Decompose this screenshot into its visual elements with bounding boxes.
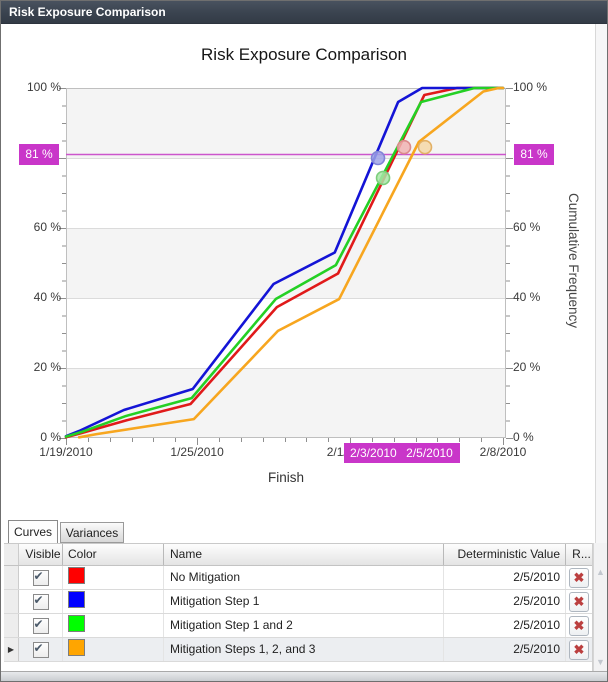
remove-cell: ✖	[566, 590, 592, 613]
axis-tick-label: 2/8/2010	[479, 445, 527, 459]
checkbox-check-icon: ✔	[33, 617, 44, 631]
curve-name-cell: No Mitigation	[164, 566, 444, 589]
header-remove[interactable]: R...	[572, 547, 591, 561]
tab-variances[interactable]: Variances	[60, 522, 124, 543]
remove-curve-button[interactable]: ✖	[569, 640, 589, 660]
visible-cell: ✔	[19, 590, 63, 613]
visible-cell: ✔	[19, 566, 63, 589]
axis-tick-label: 0 %	[513, 430, 534, 444]
visible-checkbox[interactable]: ✔	[32, 593, 49, 610]
curves-table: Visible Color Name Deterministic Value R…	[4, 543, 593, 671]
visible-checkbox[interactable]: ✔	[32, 641, 49, 658]
color-swatch	[68, 591, 85, 608]
x-axis-title: Finish	[267, 470, 304, 485]
table-header-row: Visible Color Name Deterministic Value R…	[4, 543, 592, 566]
checkbox-check-icon: ✔	[33, 569, 44, 583]
checkbox-check-icon: ✔	[33, 593, 44, 607]
visible-cell: ✔	[19, 614, 63, 637]
axis-tick-label: 100 %	[513, 80, 548, 94]
header-gutter	[4, 544, 19, 565]
vertical-scrollbar[interactable]: ▲ ▼	[593, 543, 607, 671]
scroll-up-icon[interactable]: ▲	[596, 567, 605, 577]
color-cell: Red	[63, 566, 164, 589]
visible-cell: ✔	[19, 638, 63, 661]
axis-tick-label: 100 %	[26, 80, 61, 94]
axis-tick-label: 0 %	[40, 430, 61, 444]
table-row[interactable]: ✔ #FF00FF00Mitigation Step 1 and 22/5/201…	[4, 614, 592, 638]
crosshair-date-label-1: 2/3/2010	[344, 443, 405, 463]
row-selector-cell[interactable]	[4, 566, 19, 589]
curve-name-cell: Mitigation Step 1	[164, 590, 444, 613]
y-axis-title: Cumulative Frequency	[566, 193, 581, 329]
scroll-down-icon[interactable]: ▼	[596, 657, 605, 667]
color-cell: #FF00FF00	[63, 614, 164, 637]
axis-tick-label: 20 %	[513, 360, 541, 374]
axis-tick-label: 60 %	[33, 220, 61, 234]
color-swatch	[68, 567, 85, 584]
curve-name-cell: Mitigation Step 1 and 2	[164, 614, 444, 637]
header-color[interactable]: Color	[63, 544, 164, 565]
axis-tick-label: 1/19/2010	[39, 445, 93, 459]
risk-curves-chart[interactable]	[26, 81, 566, 461]
axis-tick-label: 40 %	[513, 290, 541, 304]
curve-marker[interactable]	[370, 150, 386, 166]
remove-cell: ✖	[566, 566, 592, 589]
tab-curves[interactable]: Curves	[8, 520, 58, 544]
header-visible[interactable]: Visible	[19, 544, 63, 565]
header-deterministic-value[interactable]: Deterministic Value	[444, 544, 566, 565]
row-selector-cell[interactable]: ▶	[4, 638, 19, 661]
row-selector-icon: ▶	[7, 645, 15, 654]
curve-marker[interactable]	[396, 139, 412, 155]
deterministic-value-cell: 2/5/2010	[444, 590, 566, 613]
crosshair-percent-label-left: 81 %	[19, 144, 59, 165]
axis-tick-label: 40 %	[33, 290, 61, 304]
right-scroll-gutter	[595, 24, 607, 543]
window-bottom-edge	[1, 671, 607, 681]
curve-name-cell: Mitigation Steps 1, 2, and 3	[164, 638, 444, 661]
chart-title: Risk Exposure Comparison	[201, 45, 407, 64]
window-title: Risk Exposure Comparison	[9, 5, 166, 19]
remove-curve-button[interactable]: ✖	[569, 592, 589, 612]
header-name[interactable]: Name	[164, 544, 444, 565]
table-row[interactable]: ✔ BlueMitigation Step 12/5/2010✖	[4, 590, 592, 614]
curve-marker[interactable]	[375, 170, 391, 186]
remove-curve-button[interactable]: ✖	[569, 616, 589, 636]
row-selector-cell[interactable]	[4, 590, 19, 613]
window-titlebar[interactable]: Risk Exposure Comparison	[1, 1, 607, 24]
color-swatch	[68, 615, 85, 632]
curve-marker[interactable]	[417, 139, 433, 155]
remove-cell: ✖	[566, 614, 592, 637]
deterministic-value-cell: 2/5/2010	[444, 614, 566, 637]
remove-cell: ✖	[566, 638, 592, 661]
color-cell: Blue	[63, 590, 164, 613]
remove-curve-button[interactable]: ✖	[569, 568, 589, 588]
row-selector-cell[interactable]	[4, 614, 19, 637]
axis-tick-label: 1/25/2010	[170, 445, 224, 459]
color-swatch	[68, 639, 85, 656]
visible-checkbox[interactable]: ✔	[32, 617, 49, 634]
color-cell: Orange	[63, 638, 164, 661]
crosshair-percent-label-right: 81 %	[514, 144, 554, 165]
checkbox-check-icon: ✔	[33, 641, 44, 655]
deterministic-value-cell: 2/5/2010	[444, 638, 566, 661]
table-row[interactable]: ▶ ✔ OrangeMitigation Steps 1, 2, and 32/5/…	[4, 638, 592, 662]
deterministic-value-cell: 2/5/2010	[444, 566, 566, 589]
crosshair-date-label-2: 2/5/2010	[399, 443, 460, 463]
visible-checkbox[interactable]: ✔	[32, 569, 49, 586]
axis-tick-label: 60 %	[513, 220, 541, 234]
axis-tick-label: 20 %	[33, 360, 61, 374]
